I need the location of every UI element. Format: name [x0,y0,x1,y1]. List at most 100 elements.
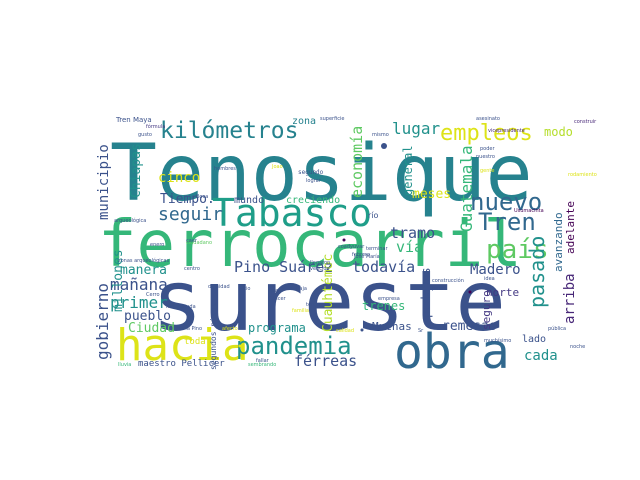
word-general: general [401,145,415,196]
word-toda: toda [184,337,206,347]
word-muchisimo: muchísimo [484,337,511,344]
word-chiapas: Chiapas [129,143,144,198]
word-usumacinta: Usumacinta [514,208,544,214]
word-nuestro: nuestro [476,154,495,160]
word-fallar: fallar [256,358,270,364]
word-seguro: seguro [480,290,493,330]
word-adelante: adelante [564,201,577,254]
word-deuda: deuda [180,304,196,310]
word-febrero: febrero [352,252,370,258]
word-lluvia: lluvia [118,362,131,368]
word-rodamiento: rodamiento [568,172,597,178]
word-maestro_pellicer: maestro Pellicer [138,359,225,369]
word-ciudadano: ciudadano [186,240,212,246]
word-trenes: trenes [362,299,405,313]
word-construccion: construcción [432,277,464,284]
word-tercer: tercer [306,302,322,308]
word-cerro: Cerro [146,292,160,298]
word-ciudad: Ciudad [128,321,175,336]
word-arriba: arriba [562,273,578,324]
word-meses: meses [412,187,451,202]
word-sembrando: sembrando [248,362,276,368]
word-modo: modo [544,125,573,139]
word-maria_pino: María Pino [176,325,202,332]
word-pais: país [486,235,549,265]
word-segundos_pisos: segundos pisos [209,302,218,370]
word-caer: caer [186,238,198,244]
word-economia: economía [348,126,366,198]
word-lograr: lograr [306,178,322,184]
word-mundo: mundo [234,195,264,206]
word-superficie: superficie [320,116,344,122]
word-tren_maya: Tren Maya [115,116,152,124]
dot-marker [468,290,472,294]
word-cancer: Cáncer [268,295,287,302]
word-cada: cada [524,348,558,364]
word-segundo: segundo [298,169,324,176]
word-tenosique: Tenosique [110,129,533,219]
word-mismo: mismo [372,132,389,138]
word-via: vía [396,238,423,256]
word-centro: centro [184,266,200,272]
word-madero: Madero [470,262,521,278]
word-coadyuvar: coadyuvar [338,244,365,250]
word-asesinato: asesinato [476,116,500,122]
dot-marker [342,238,346,242]
word-avanzando: avanzando [552,212,565,272]
word-pesar: pesar [432,286,447,292]
word-empresa: empresa [378,296,400,302]
word-gobierno: gobierno [93,283,112,360]
word-baja: Baja [296,286,307,292]
word-zonas_arqueologicas: zonas arqueológicas [118,257,169,264]
dot-marker [238,344,242,348]
word-llegaron: llegaron [310,260,330,266]
word-poder: poder [480,146,495,152]
word-boca: Boca [196,194,208,200]
word-nuevo: nuevo [470,188,542,216]
word-norte: norte [486,286,519,299]
word-construir: construir [574,119,597,125]
word-vencido: vencido [310,266,330,272]
word-sureste: sureste [152,252,506,350]
word-gusto: gusto [138,132,152,138]
word-gente: gente [480,168,494,174]
word-noche: noche [570,344,585,350]
word-zona: zona [292,116,316,127]
word-historia: historia [166,304,185,310]
word-todavia: todavía [352,258,415,276]
word-vicepresidente: vicepresidente [488,128,525,134]
word-dignidad: dignidad [208,284,230,290]
word-pueblo: pueblo [124,309,171,324]
word-lado: lado [522,334,546,345]
word-muchas: Muchas [372,320,412,333]
word-afecto: afecto [222,326,238,332]
word-manana: mañana [110,275,168,294]
word-remesas: remesas [442,319,497,334]
word-pasado: pasado [525,236,549,308]
word-cinco: cinco [158,170,200,186]
word-enero: enero [150,242,164,248]
word-kilometros: kilómetros [160,118,298,144]
word-hacia: hacia [116,320,248,371]
word-familia: familia [292,308,309,314]
dot-marker [381,143,387,149]
word-hombres: hombres [214,166,236,172]
word-ferreas: férreas [294,352,357,370]
word-joao: Joao [271,164,283,170]
word-sr: Sr [418,328,424,334]
word-idea: idea [484,276,495,282]
word-obra: obra [394,324,510,380]
word-rio: río [368,211,379,220]
word-arqueologica: arqueológica [114,217,146,224]
word-jose_maria: José María [353,253,380,260]
word-manera: manera [120,263,167,278]
word-formula: fórmula [146,123,165,130]
word-cuauhtemoc: Cuauhtémoc [321,254,336,332]
word-municipio: municipio [96,144,112,220]
word-pandemia: pandemia [236,332,352,360]
dot-marker [360,328,364,332]
word-pino_suarez: Pino Suárez [234,258,333,276]
word-empleos: empleos [440,121,533,146]
word-guatemala: Guatemala [457,145,476,232]
